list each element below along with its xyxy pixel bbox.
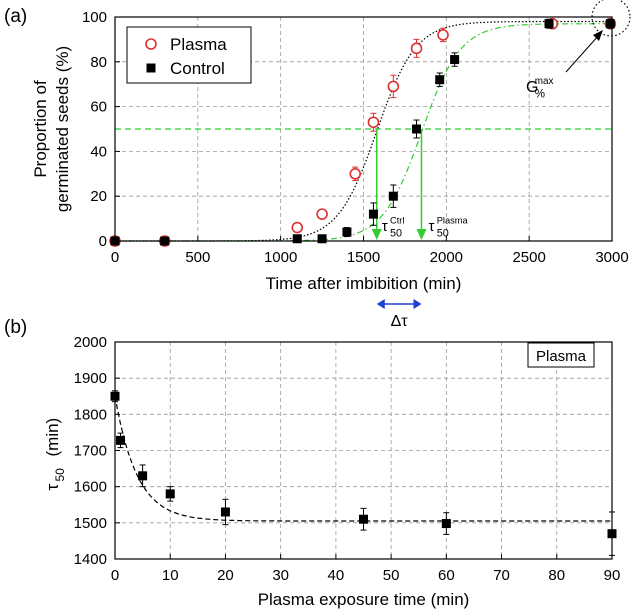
panel-a-ytick-label: 100 [82, 9, 107, 26]
delta-tau-label: Δτ [391, 313, 409, 330]
panel-b-xtick-label: 30 [272, 567, 289, 584]
tau-ctrl-label-sup: Ctrl [390, 216, 404, 226]
legend-box [126, 26, 252, 84]
panel-b-fit [114, 396, 612, 522]
panel-b-ylabel-base: τ [43, 484, 62, 491]
legend-plasma-marker [145, 38, 157, 50]
plasma-point [367, 116, 380, 129]
panel-a-ylabel-line2: germinated seeds (%) [53, 46, 72, 212]
control-point [292, 234, 302, 244]
panel-b-ylabel-unit: (min) [43, 418, 62, 457]
panel-b-xtick-label: 0 [111, 567, 119, 584]
panel-b-label: (b) [4, 317, 27, 338]
panel-a-xtick-label: 0 [111, 249, 119, 266]
panel-b-ytick-label: 1800 [74, 406, 107, 423]
panel-b-ylabel-sub: 50 [53, 468, 67, 482]
gmax-arrow-head [593, 30, 603, 41]
control-point [388, 191, 398, 201]
panel-b-ytick-label: 1500 [74, 515, 107, 532]
panel-b-ytick-label: 1900 [74, 370, 107, 387]
panel-a-xtick-label: 3000 [595, 249, 628, 266]
tau-plasma-arrow-head [416, 229, 427, 240]
gmax-label-sub: % [535, 89, 545, 101]
control-point [412, 124, 422, 134]
panel-a-ytick-label: 60 [90, 99, 107, 116]
panel-b-xtick-label: 20 [217, 567, 234, 584]
panel-a-label: (a) [4, 6, 27, 27]
tau50-point [359, 514, 368, 524]
gmax-circle [591, 0, 631, 37]
delta-tau-head-right [413, 299, 422, 309]
panel-a-ytick-label: 40 [90, 143, 107, 160]
control-point [317, 234, 327, 244]
panel-a-xtick-label: 2000 [430, 249, 463, 266]
plasma-point [291, 221, 304, 234]
panel-b-xtick-label: 50 [383, 567, 400, 584]
tau-plasma-label-base: τ [428, 218, 434, 235]
control-point [544, 19, 554, 29]
panel-b-ytick-label: 1400 [74, 551, 107, 568]
panel-b-xlabel: Plasma exposure time (min) [258, 590, 470, 609]
panel-b-xtick-label: 90 [604, 567, 621, 584]
plasma-point [387, 80, 400, 93]
panel-a-xtick-label: 1500 [347, 249, 380, 266]
panel-a-ylabel-line1: Proportion of [31, 80, 50, 178]
panel-a-xtick-label: 500 [185, 249, 210, 266]
panel-a-xlabel: Time after imbibition (min) [266, 274, 462, 293]
panel-b-xtick-label: 80 [548, 567, 565, 584]
tau-plasma-label-sub: 50 [437, 227, 449, 239]
panel-a-ylabel: Proportion of germinated seeds (%) [31, 46, 72, 212]
tau-ctrl-label-sub: 50 [390, 227, 402, 239]
panel-a-xtick-label: 1000 [264, 249, 297, 266]
control-point [368, 209, 378, 219]
panel-b-xtick-label: 10 [162, 567, 179, 584]
gmax-label-sup: max [535, 76, 554, 87]
panel-a-ytick-label: 0 [99, 233, 107, 250]
panel-b-ylabel: τ 50 (min) [43, 418, 67, 491]
plasma-point [316, 208, 328, 220]
panel-b-box-label: Plasma [536, 348, 587, 365]
plasma-point [349, 168, 362, 180]
gmax-label-base: G [526, 79, 538, 96]
panel-b-xtick-label: 40 [328, 567, 345, 584]
panel-b-frame [114, 341, 613, 560]
tau50-point [441, 519, 451, 529]
tau50-point [116, 435, 126, 445]
panel-a-ytick-label: 20 [90, 188, 107, 205]
panel-a-legend: Plasma Control [126, 26, 252, 84]
plasma-point [410, 42, 423, 55]
panel-b-ytick-label: 1700 [74, 443, 107, 460]
panel-b-ytick-label: 2000 [74, 334, 107, 351]
gmax-arrow-shaft [565, 34, 600, 73]
tau50-point [220, 507, 230, 517]
plasma-point [437, 29, 449, 41]
tau-ctrl-label-base: τ [382, 218, 388, 235]
tau-plasma-label-sup: Plasma [437, 216, 469, 226]
control-point [450, 55, 460, 65]
legend-control-marker [146, 63, 156, 73]
panel-b-box [527, 342, 595, 368]
panel-a-fit-plasma [115, 20, 612, 242]
control-point [605, 19, 615, 29]
panel-b-xtick-label: 60 [438, 567, 455, 584]
panel-b-xtick-label: 70 [493, 567, 510, 584]
gmax-label: G% max [526, 76, 554, 101]
tau-ctrl-arrow-head [371, 229, 382, 240]
tau50-point [165, 489, 175, 499]
panel-a-frame [114, 16, 613, 242]
tau50-point [138, 471, 148, 481]
control-point [435, 75, 445, 85]
legend-control-label: Control [170, 59, 225, 78]
panel-b-ytick-label: 1600 [74, 479, 107, 496]
panel-a-xtick-label: 2500 [512, 249, 545, 266]
legend-plasma-label: Plasma [170, 35, 227, 54]
delta-tau-head-left [376, 299, 385, 309]
panel-a-ytick-label: 80 [90, 54, 107, 71]
control-point [342, 227, 352, 237]
